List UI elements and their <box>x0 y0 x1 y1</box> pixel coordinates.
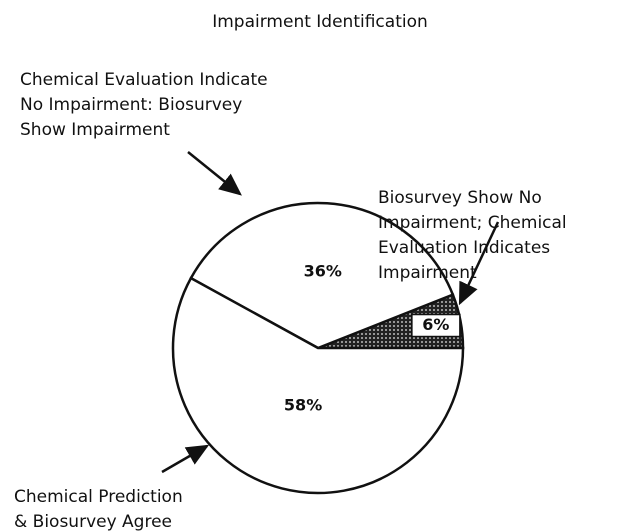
label-box <box>411 313 461 338</box>
pie-slice <box>171 276 465 495</box>
arrow <box>458 221 500 306</box>
data-label: 58% <box>284 396 322 415</box>
annotation: Show Impairment <box>20 120 170 140</box>
annotation: Impairment <box>378 263 477 283</box>
annotation: Chemical Prediction <box>14 487 183 507</box>
annotation: Impairment; Chemical <box>378 213 567 233</box>
annotation: Evaluation Indicates <box>378 238 550 258</box>
chart-title: Impairment Identification <box>212 12 428 32</box>
annotation: & Biosurvey Agree <box>14 512 172 531</box>
data-label: 36% <box>304 262 342 281</box>
arrow <box>187 151 242 196</box>
pie-slice <box>189 201 455 350</box>
data-label: 6% <box>422 315 449 334</box>
annotation: Biosurvey Show No <box>378 188 542 208</box>
annotation: Chemical Evaluation Indicate <box>20 70 268 90</box>
arrow <box>161 444 210 474</box>
annotation: No Impairment: Biosurvey <box>20 95 242 115</box>
